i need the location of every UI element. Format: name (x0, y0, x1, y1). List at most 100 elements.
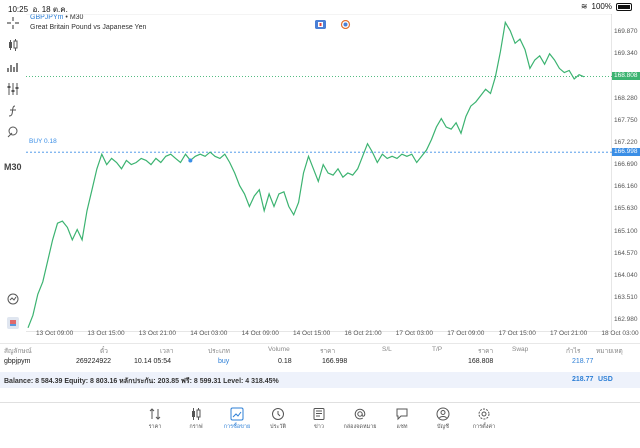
row-profit: 218.77 (572, 358, 594, 365)
balance-currency: USD (598, 376, 613, 383)
time-tick: 16 Oct 21:00 (344, 330, 382, 337)
nav-news-label: ข่าว (314, 424, 324, 430)
objects-icon[interactable] (5, 125, 21, 139)
nav-mailbox[interactable]: กล่องจดหมาย (342, 407, 378, 431)
time-tick: 13 Oct 15:00 (87, 330, 125, 337)
time-tick: 13 Oct 21:00 (138, 330, 177, 337)
row-time: 10.14 05:54 (134, 358, 171, 365)
time-tick: 14 Oct 03:00 (190, 330, 228, 337)
account-icon (436, 407, 450, 421)
indicators-icon[interactable] (5, 60, 21, 74)
balance-profit: 218.77 (572, 376, 594, 383)
nav-history[interactable]: ประวัติ (260, 407, 296, 431)
col-time: เวลา (160, 348, 174, 355)
nav-trade-label: การซื้อขาย (223, 424, 251, 430)
symbol-title: GBPJPYm • M30 (30, 14, 83, 21)
nav-account-label: บัญชี (437, 424, 449, 430)
balance-bar: Balance: 8 584.39 Equity: 8 803.16 หลักป… (0, 372, 640, 388)
col-profit: กำไร (566, 348, 581, 355)
chart-toolbar: M30 (0, 14, 26, 332)
symbol-description: Great Britain Pound vs Japanese Yen (30, 24, 147, 31)
price-tick: 169.870 (614, 27, 638, 35)
battery-percent: 100% (591, 2, 612, 11)
nav-chart-label: กราฟ (189, 424, 203, 430)
trade-icon (230, 407, 244, 421)
col-price: ราคา (320, 348, 336, 355)
nav-chat[interactable]: แชท (384, 407, 420, 431)
status-time: 10:25 อ. 18 ต.ค. (8, 5, 68, 14)
col-volume: Volume (268, 346, 290, 353)
entry-marker (188, 158, 193, 163)
history-icon (272, 408, 284, 420)
nav-chart[interactable]: กราฟ (178, 407, 214, 431)
symbol-timeframe: M30 (69, 14, 84, 21)
nav-chat-label: แชท (396, 424, 408, 430)
function-icon[interactable] (5, 104, 21, 118)
price-tick: 163.510 (614, 294, 638, 302)
row-volume: 0.18 (278, 358, 292, 365)
time-tick: 17 Oct 21:00 (550, 330, 588, 337)
position-row[interactable]: gbpjpym 269224922 10.14 05:54 buy 0.18 1… (0, 356, 640, 370)
col-swap: Swap (512, 346, 529, 353)
nav-history-label: ประวัติ (269, 424, 287, 430)
balance-text: Balance: 8 584.39 Equity: 8 803.16 หลักป… (4, 378, 279, 385)
price-tick: 167.750 (614, 116, 638, 124)
price-chart[interactable] (26, 14, 612, 332)
price-line (27, 20, 585, 329)
row-symbol: gbpjpym (4, 358, 31, 365)
chart-icon (192, 408, 201, 420)
row-open-price: 166.998 (322, 358, 348, 365)
price-tick: 165.630 (614, 205, 638, 213)
nav-news[interactable]: ข่าว (301, 407, 337, 431)
nav-account[interactable]: บัญชี (425, 407, 461, 431)
time-tick: 14 Oct 09:00 (241, 330, 279, 337)
price-tick: 167.220 (614, 138, 638, 146)
price-tick: 166.160 (614, 183, 638, 191)
col-comment: หมายเหตุ (596, 348, 623, 355)
price-tick: 169.340 (614, 50, 638, 58)
price-tick: 168.280 (614, 94, 638, 102)
price-tick: 164.040 (614, 271, 638, 279)
price-tick: 165.100 (614, 227, 638, 235)
settings-icon (478, 408, 490, 420)
col-current-price: ราคา (478, 348, 494, 355)
col-symbol: สัญลักษณ์ (4, 348, 32, 355)
quotes-icon (149, 408, 161, 420)
battery-icon (616, 2, 632, 11)
mailbox-icon (354, 408, 366, 420)
time-tick: 14 Oct 15:00 (293, 330, 331, 337)
time-tick: 17 Oct 03:00 (395, 330, 434, 337)
col-sl: S/L (382, 346, 392, 353)
row-ticket: 269224922 (76, 358, 112, 365)
time-tick: 17 Oct 09:00 (447, 330, 485, 337)
broker-logo-icon (5, 316, 21, 330)
settings-sliders-icon[interactable] (5, 82, 21, 96)
nav-quotes[interactable]: ราคา (137, 407, 173, 431)
nav-settings-label: การตั้งค่า (472, 424, 496, 430)
nav-quotes-label: ราคา (148, 424, 162, 430)
symbol-name: GBPJPYm (30, 14, 64, 21)
row-type: buy (218, 358, 230, 365)
nav-trade[interactable]: การซื้อขาย (219, 407, 255, 431)
col-tp: T/P (432, 346, 443, 353)
time-tick: 17 Oct 15:00 (498, 330, 536, 337)
buy-label: BUY 0.18 (29, 138, 57, 145)
crosshair-icon[interactable] (5, 16, 21, 30)
row-current-price: 168.808 (468, 358, 494, 365)
bottom-nav: ราคา กราฟ การซื้อขาย ประวัติ ข่าว กล่องจ… (0, 402, 640, 448)
candles-icon[interactable] (5, 38, 21, 52)
status-right: ≋ 100% (581, 2, 632, 11)
entry-price-tag: 166.998 (612, 148, 640, 157)
current-price-tag: 168.808 (612, 72, 640, 81)
time-tick: 13 Oct 09:00 (36, 330, 74, 337)
col-type: ประเภท (208, 348, 230, 355)
flag-icon (315, 20, 326, 29)
timeframe-label[interactable]: M30 (4, 162, 22, 172)
time-tick: 18 Oct 03:00 (601, 330, 639, 337)
market-status-icon (340, 20, 351, 29)
chat-icon (396, 408, 408, 421)
price-tick: 164.570 (614, 249, 638, 257)
nav-settings[interactable]: การตั้งค่า (466, 407, 502, 431)
wifi-icon: ≋ (580, 2, 588, 11)
one-click-trade-icon[interactable] (5, 292, 21, 306)
